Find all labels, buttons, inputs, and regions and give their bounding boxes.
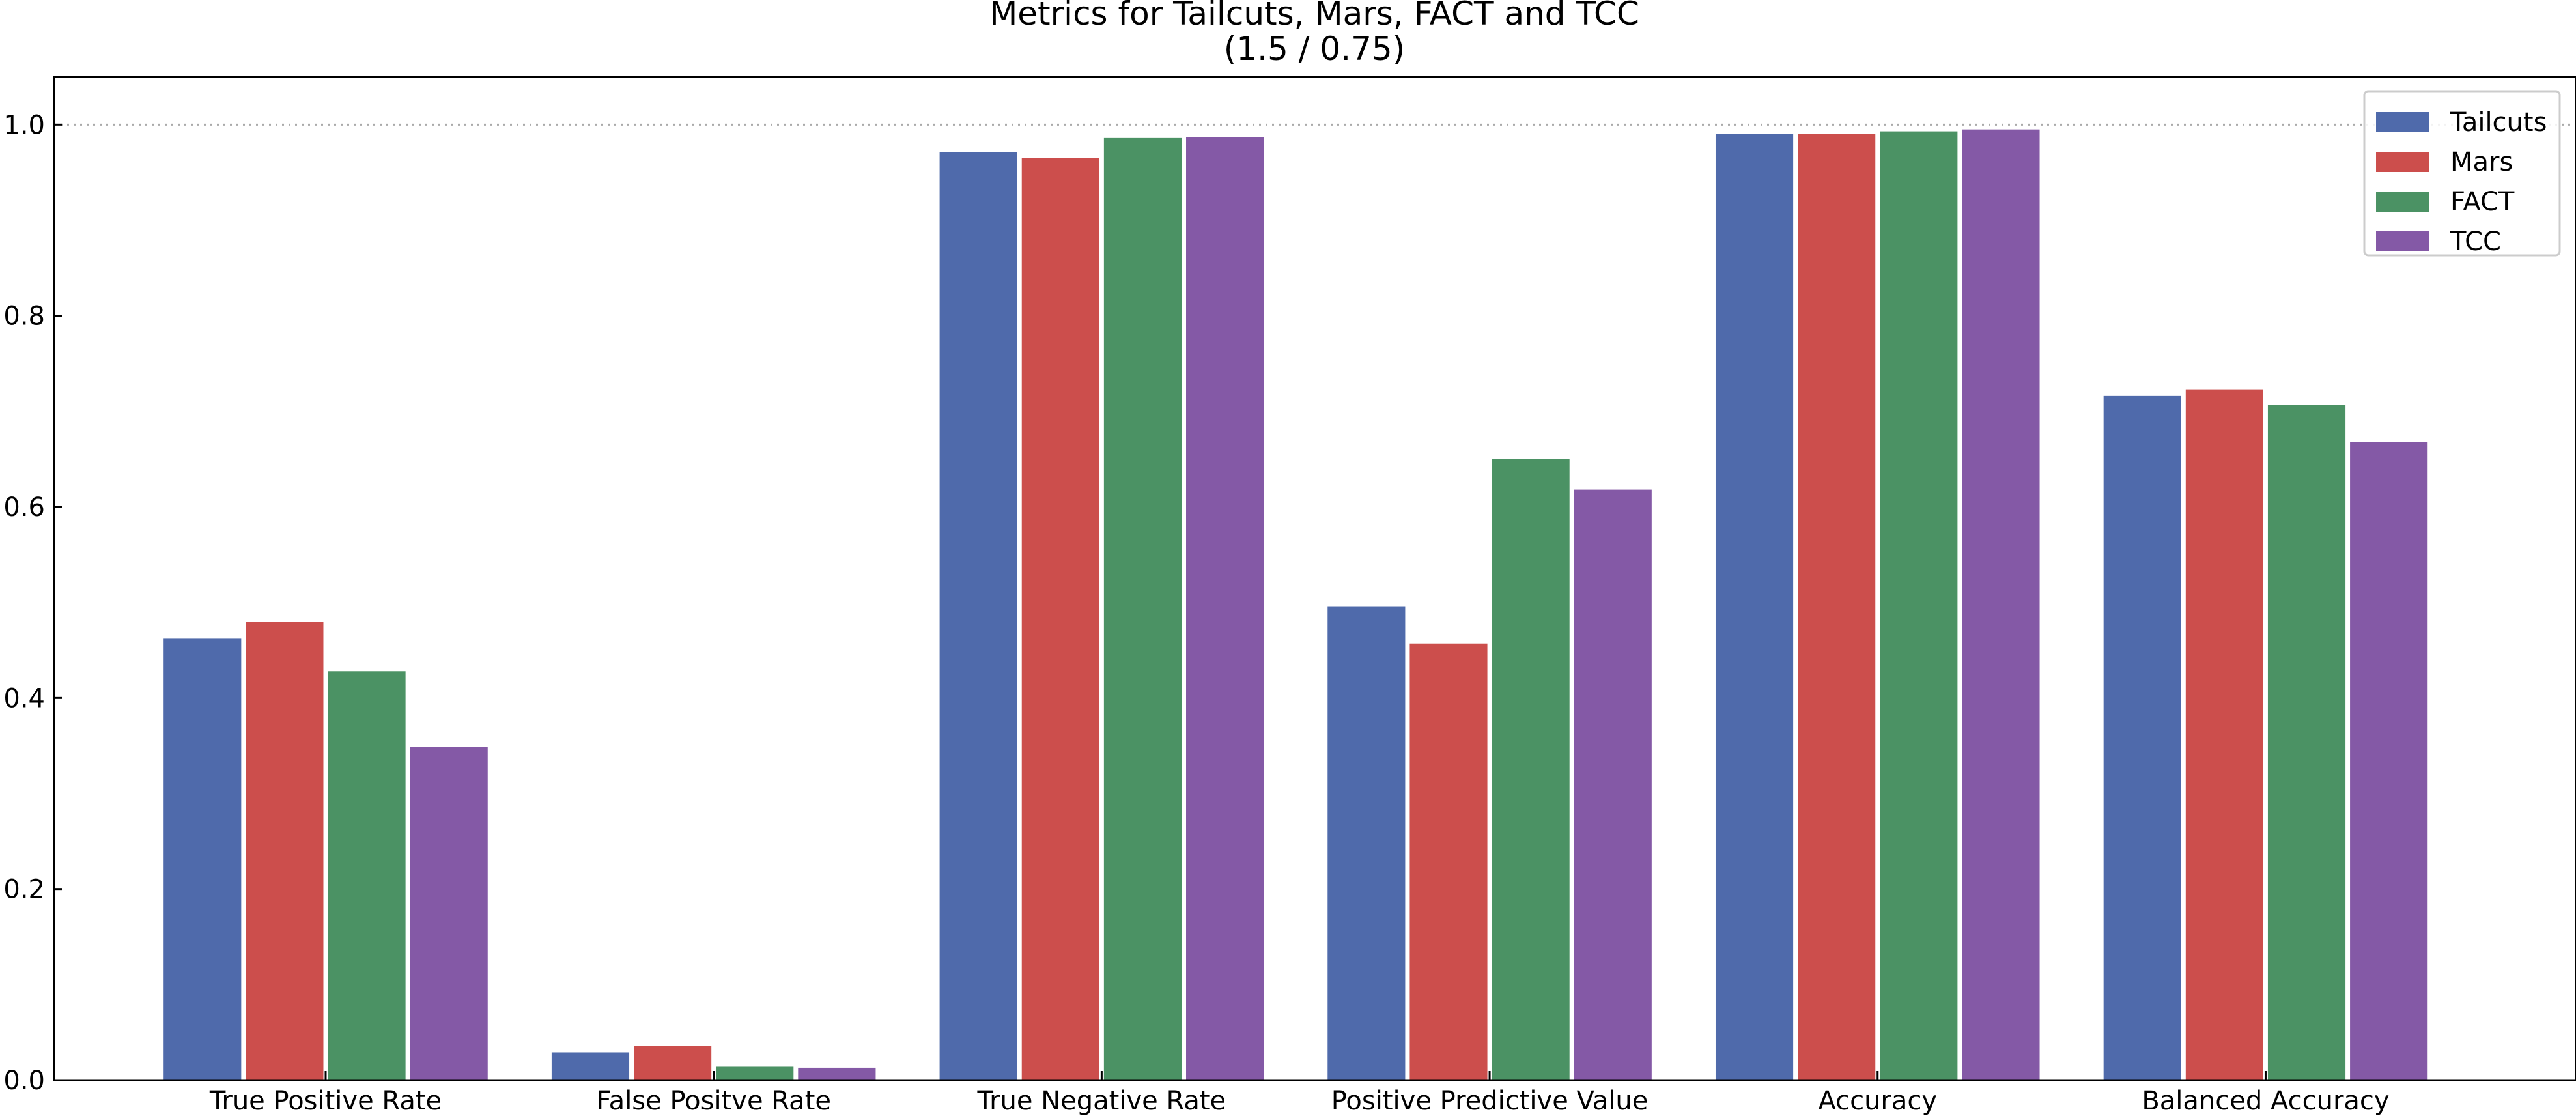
plot-area: 0.0 0.2 0.4 0.6 0.8 1.0 True Positive Rate Fals… — [3, 76, 2576, 1116]
y-tick-label: 0.8 — [3, 302, 45, 332]
x-tick-label: Positive Predictive Value — [1331, 1086, 1649, 1116]
bar-fact-3 — [1492, 459, 1570, 1080]
legend-label-tcc: TCC — [2450, 227, 2501, 257]
bar-mars-4 — [1798, 134, 1876, 1080]
bar-tcc-2 — [1186, 137, 1264, 1080]
bar-mars-3 — [1409, 643, 1488, 1080]
legend-swatch-fact — [2376, 192, 2429, 212]
legend-label-tailcuts: Tailcuts — [2450, 107, 2547, 137]
bar-tcc-4 — [1962, 129, 2040, 1081]
x-tick-label: True Positive Rate — [209, 1086, 442, 1116]
bar-tcc-0 — [410, 747, 488, 1080]
legend-swatch-tcc — [2376, 231, 2429, 251]
bar-mars-5 — [2185, 389, 2263, 1080]
y-tick-label: 0.0 — [3, 1066, 45, 1096]
bar-tcc-1 — [798, 1067, 876, 1080]
axes-frame — [53, 76, 2576, 1081]
bar-tailcuts-2 — [939, 152, 1017, 1080]
bar-fact-1 — [716, 1066, 794, 1080]
x-tick-label: True Negative Rate — [977, 1086, 1226, 1116]
bar-fact-0 — [328, 671, 406, 1080]
bar-tcc-5 — [2350, 442, 2428, 1080]
chart-subtitle: (1.5 / 0.75) — [1224, 30, 1406, 68]
bar-mars-2 — [1021, 158, 1099, 1081]
bar-mars-1 — [634, 1046, 712, 1080]
bar-fact-4 — [1880, 131, 1958, 1081]
legend-swatch-mars — [2376, 152, 2429, 172]
bar-tailcuts-1 — [551, 1052, 630, 1080]
bar-tcc-3 — [1574, 489, 1652, 1080]
legend-label-fact: FACT — [2450, 187, 2515, 217]
y-tick-label: 1.0 — [3, 110, 45, 140]
chart-title: Metrics for Tailcuts, Mars, FACT and TCC — [989, 0, 1639, 33]
y-tick-label: 0.2 — [3, 875, 45, 905]
legend: Tailcuts Mars FACT TCC — [2363, 90, 2561, 257]
bar-tailcuts-5 — [2103, 395, 2181, 1080]
x-tick-label: Accuracy — [1818, 1086, 1937, 1116]
bar-fact-2 — [1103, 137, 1182, 1080]
bar-tailcuts-4 — [1715, 134, 1794, 1080]
y-tick-label: 0.6 — [3, 493, 45, 522]
x-tick-label: False Positve Rate — [596, 1086, 831, 1116]
bar-mars-0 — [246, 622, 324, 1080]
legend-label-mars: Mars — [2450, 147, 2513, 177]
bar-tailcuts-0 — [163, 638, 242, 1080]
legend-swatch-tailcuts — [2376, 112, 2429, 132]
x-tick-label: Balanced Accuracy — [2142, 1086, 2389, 1116]
bar-fact-5 — [2267, 405, 2346, 1080]
bar-tailcuts-3 — [1327, 606, 1406, 1080]
y-tick-label: 0.4 — [3, 683, 45, 713]
